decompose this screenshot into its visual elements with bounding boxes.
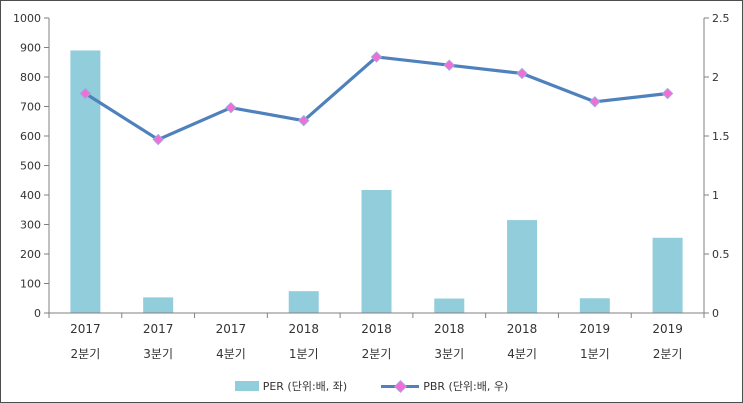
pbr-point	[661, 87, 674, 100]
pbr-line	[83, 55, 670, 142]
diamond-marker-icon	[394, 380, 408, 393]
left-axis-tick-label: 100	[20, 278, 41, 291]
right-axis-tick-label: 0.5	[712, 248, 730, 261]
per-bar	[652, 237, 683, 313]
left-axis-tick-label: 700	[20, 101, 41, 114]
legend-item-per: PER (단위:배, 좌)	[234, 378, 348, 394]
per-bar	[361, 189, 392, 313]
right-axis-tick-label: 2.5	[712, 12, 730, 25]
pbr-point	[298, 114, 310, 127]
x-category-quarter-label: 2분기	[362, 347, 392, 361]
x-category-quarter-label: 3분기	[143, 347, 173, 361]
x-category-year-label: 2018	[361, 322, 392, 336]
x-category-year-label: 2019	[652, 322, 683, 336]
x-category-quarter-label: 4분기	[507, 347, 537, 361]
pbr-point	[79, 87, 92, 100]
left-axis-tick-label: 300	[20, 219, 41, 232]
legend-item-pbr: PBR (단위:배, 우)	[381, 378, 508, 394]
per-bar	[288, 291, 319, 313]
pbr-point	[225, 101, 237, 114]
x-category-year-label: 2017	[216, 322, 247, 336]
x-category-quarter-label: 1분기	[289, 347, 319, 361]
x-category-quarter-label: 2분기	[71, 347, 101, 361]
x-category-quarter-label: 2분기	[653, 347, 683, 361]
per-legend-label: PER (단위:배, 좌)	[262, 380, 348, 393]
per-bar	[507, 220, 538, 313]
left-axis-tick-label: 900	[20, 42, 41, 55]
pbr-point	[152, 133, 164, 146]
x-category-year-label: 2017	[70, 322, 101, 336]
x-category-year-label: 2018	[288, 322, 319, 336]
chart-legend: PER (단위:배, 좌) PBR (단위:배, 우)	[1, 378, 742, 394]
pbr-point	[516, 67, 528, 80]
pbr-point	[370, 51, 383, 63]
pbr-line-swatch-icon	[381, 380, 420, 393]
left-axis-tick-label: 400	[20, 189, 41, 202]
per-bar-swatch-icon	[234, 381, 259, 391]
right-axis-tick-label: 2	[712, 71, 719, 84]
right-axis-tick-label: 1.5	[712, 130, 730, 143]
x-category-year-label: 2018	[434, 322, 465, 336]
pbr-point	[589, 96, 601, 108]
left-axis-tick-label: 0	[34, 307, 41, 320]
pbr-point	[443, 59, 455, 71]
left-axis-tick-label: 500	[20, 160, 41, 173]
x-category-quarter-label: 3분기	[434, 347, 464, 361]
left-axis-tick-label: 200	[20, 248, 41, 261]
pbr-legend-label: PBR (단위:배, 우)	[423, 380, 509, 393]
per-bar	[434, 298, 465, 313]
right-axis-tick-label: 1	[712, 189, 719, 202]
x-category-year-label: 2017	[143, 322, 174, 336]
left-axis-tick-label: 800	[20, 71, 41, 84]
x-category-year-label: 2018	[507, 322, 538, 336]
x-category-quarter-label: 4분기	[216, 347, 246, 361]
per-bar	[579, 298, 610, 313]
left-axis-tick-label: 1000	[13, 12, 41, 25]
x-category-quarter-label: 1분기	[580, 347, 610, 361]
left-axis-tick-label: 600	[20, 130, 41, 143]
right-axis-tick-label: 0	[712, 307, 719, 320]
x-category-year-label: 2019	[580, 322, 611, 336]
per-bar	[143, 297, 174, 313]
